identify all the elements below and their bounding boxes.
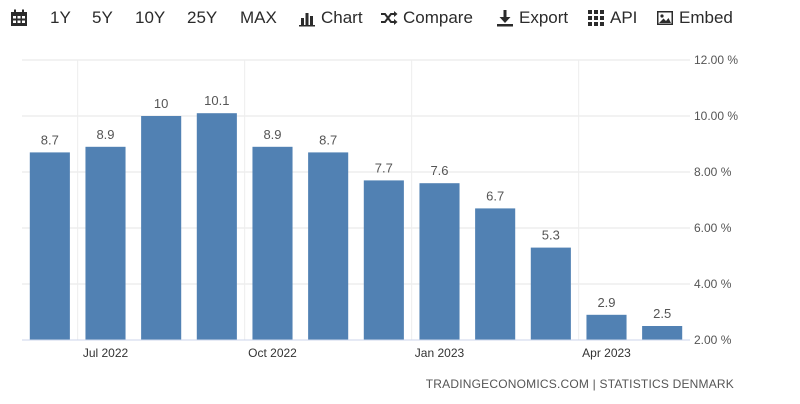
embed-button[interactable]: Embed [656, 6, 733, 30]
bar[interactable] [252, 146, 293, 340]
x-tick-label: Jul 2022 [83, 346, 129, 360]
bar-chart-icon [298, 9, 316, 27]
bar-value-label: 2.5 [653, 306, 671, 321]
range-max-button[interactable]: MAX [240, 8, 277, 27]
bar[interactable] [85, 146, 126, 340]
source-credit[interactable]: TRADINGECONOMICS.COM | STATISTICS DENMAR… [425, 377, 734, 391]
y-tick-label: 6.00 % [694, 221, 732, 235]
bar-value-label: 8.7 [41, 132, 59, 147]
bar-value-label: 6.7 [486, 188, 504, 203]
bar[interactable] [141, 116, 182, 340]
bar-chart: 2.00 % 4.00 % 6.00 % 8.00 % 10.00 % 12.00 % 8.… [22, 53, 738, 360]
shuffle-icon [380, 9, 398, 27]
bar-value-label: 10.1 [204, 93, 229, 108]
bar[interactable] [586, 314, 627, 340]
toolbar: 1Y 5Y 10Y 25Y MAX Chart Compare Export A… [0, 0, 800, 36]
download-icon [496, 9, 514, 27]
bar-value-label: 7.7 [375, 160, 393, 175]
bar-value-label: 2.9 [597, 295, 615, 310]
image-icon [656, 9, 674, 27]
bar[interactable] [475, 208, 516, 340]
range-10y-button[interactable]: 10Y [135, 8, 166, 27]
y-tick-label: 2.00 % [694, 333, 732, 347]
calendar-icon[interactable] [10, 6, 28, 30]
compare-button[interactable]: Compare [380, 6, 473, 30]
chart-button[interactable]: Chart [298, 6, 363, 30]
grid-icon [587, 9, 605, 27]
bar-value-label: 8.9 [96, 127, 114, 142]
x-tick-label: Apr 2023 [582, 346, 631, 360]
bar[interactable] [419, 183, 460, 340]
bar[interactable] [642, 326, 683, 340]
bar[interactable] [308, 152, 349, 340]
y-tick-label: 12.00 % [694, 53, 738, 67]
x-tick-label: Oct 2022 [248, 346, 297, 360]
bar-value-label: 10 [154, 96, 168, 111]
bar-value-label: 8.9 [263, 127, 281, 142]
y-tick-label: 4.00 % [694, 277, 732, 291]
bar-value-label: 5.3 [542, 228, 560, 243]
export-button[interactable]: Export [496, 6, 568, 30]
range-5y-button[interactable]: 5Y [92, 8, 113, 27]
api-button[interactable]: API [587, 6, 637, 30]
bar[interactable] [29, 152, 70, 340]
bar[interactable] [363, 180, 404, 340]
range-1y-button[interactable]: 1Y [50, 8, 71, 27]
bar-value-label: 7.6 [430, 163, 448, 178]
x-tick-label: Jan 2023 [415, 346, 465, 360]
y-tick-label: 10.00 % [694, 109, 738, 123]
bar[interactable] [530, 247, 571, 340]
bar-value-label: 8.7 [319, 132, 337, 147]
bar[interactable] [196, 113, 237, 340]
y-tick-label: 8.00 % [694, 165, 732, 179]
chart-area: 2.00 % 4.00 % 6.00 % 8.00 % 10.00 % 12.00 % 8.… [0, 44, 800, 364]
range-25y-button[interactable]: 25Y [187, 8, 218, 27]
